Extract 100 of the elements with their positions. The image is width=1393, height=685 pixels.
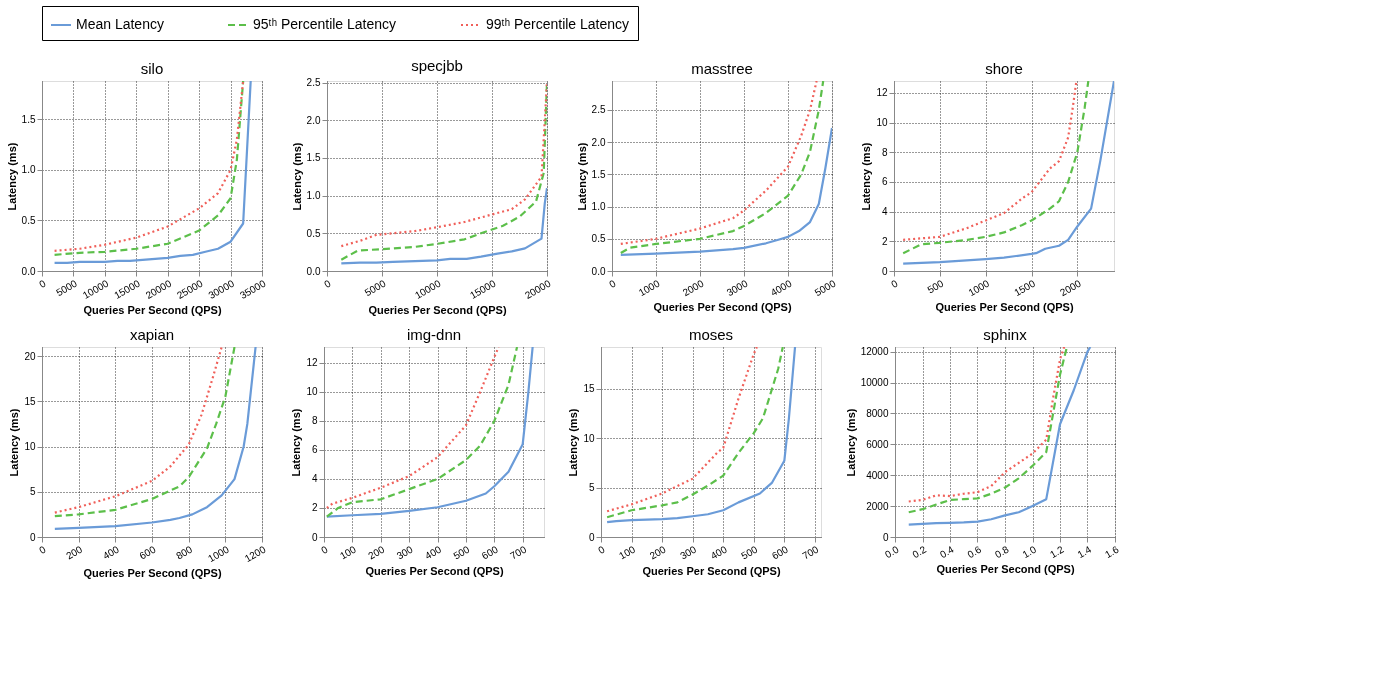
y-tick-label: 15	[24, 395, 36, 407]
x-tick-label: 0.8	[992, 543, 1011, 561]
x-tick-label: 200	[366, 543, 387, 562]
x-tick-label: 1.6	[1102, 543, 1121, 561]
x-tick-label: 5000	[812, 277, 838, 299]
x-tick-label: 0	[319, 543, 330, 556]
y-tick-label: 1.0	[21, 164, 36, 176]
y-tick-label: 2	[881, 235, 888, 247]
x-tick-label: 2000	[680, 277, 706, 299]
chart-title: specjbb	[411, 56, 463, 74]
x-tick-label: 300	[678, 543, 699, 562]
x-tick-label: 400	[423, 543, 444, 562]
x-tick-label: 5000	[54, 277, 80, 299]
x-tick-label: 2000	[1058, 277, 1084, 299]
y-axis-title: Latency (ms)	[575, 142, 588, 211]
x-tick-label: 200	[64, 543, 85, 562]
y-tick-label: 2.5	[591, 104, 606, 116]
y-tick-label: 5	[29, 486, 36, 498]
x-axis-title: Queries Per Second (QPS)	[365, 564, 504, 577]
y-tick-label: 1.5	[591, 168, 606, 180]
legend-label: Mean Latency	[76, 16, 164, 32]
line-series	[340, 186, 547, 265]
x-tick-label: 600	[479, 543, 501, 562]
x-axis-title: Queries Per Second (QPS)	[935, 301, 1074, 314]
x-tick-label: 500	[739, 543, 760, 562]
y-axis-title: Latency (ms)	[8, 408, 21, 477]
x-tick-label: 400	[100, 543, 122, 562]
chart-title: sphinx	[983, 325, 1028, 343]
y-tick-label: 10000	[860, 377, 889, 389]
y-tick-label: 10	[583, 432, 595, 444]
x-tick-label: 5000	[362, 277, 388, 299]
x-tick-label: 100	[617, 543, 638, 562]
x-tick-label: 600	[137, 543, 158, 562]
x-tick-label: 100	[337, 543, 359, 562]
x-axis-title: Queries Per Second (QPS)	[642, 564, 781, 577]
x-axis-title: Queries Per Second (QPS)	[368, 304, 507, 317]
y-tick-label: 0.0	[591, 265, 606, 277]
x-tick-label: 0	[322, 277, 333, 290]
line-series	[902, 81, 1114, 265]
line-series	[606, 347, 758, 513]
x-tick-label: 0	[889, 277, 900, 290]
y-tick-label: 5	[588, 482, 595, 494]
y-axis-title: Latency (ms)	[860, 142, 873, 211]
chart-title: shore	[985, 60, 1023, 77]
x-tick-label: 500	[925, 277, 946, 296]
x-tick-label: 1000	[966, 277, 992, 299]
x-tick-label: 0.6	[965, 543, 984, 561]
x-tick-label: 700	[508, 543, 529, 562]
y-tick-label: 0.5	[306, 227, 321, 239]
y-tick-label: 0	[29, 531, 36, 543]
y-axis-title: Latency (ms)	[5, 142, 18, 211]
y-tick-label: 2	[311, 502, 318, 514]
x-tick-label: 1000	[206, 543, 232, 565]
x-tick-label: 0.2	[910, 543, 929, 561]
legend-label: 99ᵗʰ Percentile Latency	[486, 16, 630, 32]
y-tick-label: 0	[311, 531, 318, 543]
x-tick-label: 1200	[242, 543, 268, 565]
y-tick-label: 15	[583, 383, 595, 395]
y-tick-label: 8	[311, 415, 318, 427]
x-axis-title: Queries Per Second (QPS)	[653, 301, 792, 314]
y-tick-label: 4000	[866, 469, 889, 481]
x-tick-label: 0	[37, 543, 48, 556]
x-axis-title: Queries Per Second (QPS)	[936, 563, 1075, 576]
y-tick-label: 10	[24, 441, 36, 453]
y-tick-label: 6	[311, 444, 318, 456]
x-tick-label: 0	[37, 277, 48, 290]
y-tick-label: 2.0	[591, 136, 606, 148]
y-tick-label: 20	[24, 350, 36, 362]
x-tick-label: 500	[451, 543, 472, 562]
y-tick-label: 12	[306, 357, 318, 369]
x-tick-label: 800	[174, 543, 195, 562]
chart-title: xapian	[129, 326, 175, 343]
y-tick-label: 0	[882, 531, 889, 543]
x-tick-label: 0.4	[937, 543, 956, 561]
y-tick-label: 12	[876, 87, 888, 99]
y-tick-label: 1.5	[21, 113, 36, 125]
x-axis-title: Queries Per Second (QPS)	[83, 304, 222, 317]
y-tick-label: 2000	[866, 500, 889, 512]
y-tick-label: 8	[881, 146, 888, 158]
y-tick-label: 2.5	[306, 77, 321, 89]
x-tick-label: 1000	[636, 277, 662, 299]
y-tick-label: 0.0	[306, 265, 321, 277]
y-tick-label: 8000	[866, 407, 889, 419]
y-tick-label: 0.0	[21, 265, 36, 277]
line-series	[53, 347, 257, 530]
x-tick-label: 700	[800, 543, 821, 562]
y-tick-label: 0.5	[591, 233, 606, 245]
y-tick-label: 0	[588, 531, 595, 543]
y-tick-label: 1.5	[306, 152, 321, 164]
x-tick-label: 4000	[768, 277, 794, 299]
line-series	[619, 126, 832, 256]
x-tick-label: 400	[708, 543, 730, 562]
x-tick-label: 1500	[1012, 277, 1038, 299]
chart-title: img-dnn	[406, 326, 462, 343]
x-axis-title: Queries Per Second (QPS)	[83, 567, 222, 580]
y-axis-title: Latency (ms)	[290, 408, 303, 477]
y-tick-label: 0	[881, 265, 888, 277]
chart-title: silo	[140, 60, 164, 77]
x-tick-label: 1.4	[1075, 543, 1094, 561]
x-tick-label: 1.0	[1020, 543, 1039, 561]
